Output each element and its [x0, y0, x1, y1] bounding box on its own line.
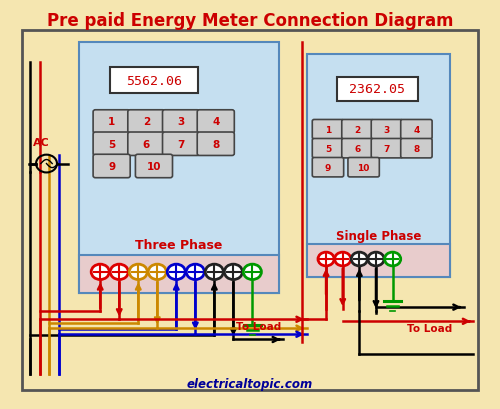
Circle shape	[244, 265, 262, 280]
Text: Single Phase: Single Phase	[336, 230, 421, 243]
Circle shape	[168, 265, 186, 280]
Text: electricaltopic.com: electricaltopic.com	[187, 378, 313, 391]
FancyBboxPatch shape	[312, 139, 344, 159]
Text: Three Phase: Three Phase	[135, 239, 222, 252]
Text: 3: 3	[178, 117, 184, 127]
Circle shape	[224, 265, 242, 280]
Text: 1: 1	[325, 126, 331, 134]
FancyBboxPatch shape	[342, 139, 373, 159]
Circle shape	[352, 252, 368, 266]
Text: 9: 9	[325, 163, 331, 172]
Text: To Load: To Load	[236, 321, 281, 331]
FancyBboxPatch shape	[371, 139, 402, 159]
FancyBboxPatch shape	[162, 133, 200, 156]
Circle shape	[368, 252, 384, 266]
Text: 7: 7	[178, 139, 184, 149]
Bar	[307, 55, 450, 277]
Text: 4: 4	[212, 117, 220, 127]
Bar	[337, 77, 418, 101]
Circle shape	[318, 252, 334, 266]
Text: 2: 2	[142, 117, 150, 127]
Circle shape	[110, 265, 128, 280]
Text: 5: 5	[108, 139, 116, 149]
FancyBboxPatch shape	[197, 110, 234, 134]
Circle shape	[384, 252, 400, 266]
FancyBboxPatch shape	[312, 120, 344, 139]
Text: 3: 3	[384, 126, 390, 134]
Text: 7: 7	[384, 144, 390, 153]
Circle shape	[206, 265, 224, 280]
FancyBboxPatch shape	[312, 158, 344, 178]
FancyBboxPatch shape	[342, 120, 373, 139]
Text: 10: 10	[146, 162, 161, 171]
FancyBboxPatch shape	[197, 133, 234, 156]
Bar	[79, 255, 278, 293]
Bar	[110, 68, 198, 94]
Circle shape	[186, 265, 204, 280]
Text: 4: 4	[413, 126, 420, 134]
Text: 8: 8	[414, 144, 420, 153]
Circle shape	[129, 265, 148, 280]
Text: To Load: To Load	[407, 323, 452, 333]
Text: 5562.06: 5562.06	[126, 74, 182, 88]
Text: 10: 10	[358, 163, 370, 172]
Bar	[307, 245, 450, 277]
FancyBboxPatch shape	[128, 110, 165, 134]
Text: Pre paid Energy Meter Connection Diagram: Pre paid Energy Meter Connection Diagram	[47, 12, 453, 30]
Text: 5: 5	[325, 144, 331, 153]
FancyBboxPatch shape	[162, 110, 200, 134]
Circle shape	[148, 265, 166, 280]
Text: 6: 6	[142, 139, 150, 149]
Text: 1: 1	[108, 117, 116, 127]
Text: 6: 6	[354, 144, 360, 153]
FancyBboxPatch shape	[93, 133, 130, 156]
FancyBboxPatch shape	[400, 139, 432, 159]
Bar	[22, 31, 478, 390]
FancyBboxPatch shape	[371, 120, 402, 139]
FancyBboxPatch shape	[400, 120, 432, 139]
Circle shape	[334, 252, 351, 266]
Text: 2: 2	[354, 126, 360, 134]
Text: 9: 9	[108, 162, 115, 171]
FancyBboxPatch shape	[136, 155, 172, 178]
FancyBboxPatch shape	[93, 155, 130, 178]
FancyBboxPatch shape	[128, 133, 165, 156]
FancyBboxPatch shape	[348, 158, 380, 178]
Circle shape	[91, 265, 110, 280]
Text: AC: AC	[34, 138, 50, 148]
Bar	[79, 43, 278, 293]
Text: 2362.05: 2362.05	[350, 83, 406, 96]
Text: 8: 8	[212, 139, 220, 149]
FancyBboxPatch shape	[93, 110, 130, 134]
